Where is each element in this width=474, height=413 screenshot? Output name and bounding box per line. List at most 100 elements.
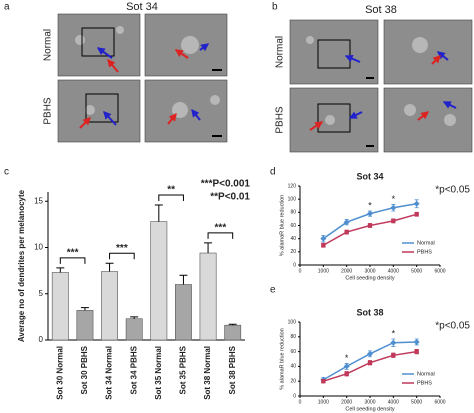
data-point [391,353,396,358]
legend-label: PBHS [417,380,432,386]
significance-label: * [368,200,372,210]
significance-label: *** [116,243,128,254]
data-point [343,363,350,370]
data-point [367,350,373,357]
data-point [321,243,326,248]
significance-label: * [392,194,396,204]
row-label: Normal [275,36,286,68]
x-tick-label: Sot 30 Normal [55,346,64,400]
y-tick-label: 5 [39,289,44,298]
legend-label: Normal [417,371,435,377]
x-tick-label: 4000 [388,399,399,405]
data-point [367,360,373,365]
y-tick-label: 40 [290,236,296,242]
y-tick-label: 100 [288,319,297,325]
row-label: PBHS [43,97,54,125]
series-line [322,213,417,246]
y-tick-label: 40 [290,364,296,370]
row-label: PBHS [275,106,286,134]
bar [125,318,143,341]
annotation: *p<0.05 [435,185,470,196]
error-bar [179,274,188,285]
y-axis-label: Average no of dendrites per melanocyte [17,189,26,342]
bar [51,272,69,341]
significance-label: *** [67,247,79,258]
x-tick-label: 1000 [318,268,329,274]
chart-title: Sot 38 [356,307,383,317]
micrographs-b [289,19,473,153]
y-tick-label: 0 [39,335,44,344]
x-tick-label: Sot 35 PBHS [179,345,188,394]
x-tick-label: 5000 [411,268,422,274]
x-tick-label: 2000 [341,399,352,405]
error-bar [154,204,163,222]
x-tick-label: Sot 38 Normal [203,346,212,400]
error-bar [105,262,114,272]
y-tick-label: 60 [290,223,296,229]
bar [101,271,118,341]
bar [76,310,94,341]
chart-title: Sot 34 [356,171,383,181]
bar [175,284,192,341]
y-tick-label: 0 [293,262,296,268]
panel-title: Sot 38 [365,4,397,16]
y-axis-label: % alamaR blue reduction [279,195,285,256]
significance-label: * [392,328,396,338]
significance-bracket [109,252,135,260]
data-point [414,212,419,217]
significance-label: *** [215,223,227,234]
data-point [367,210,373,217]
significance-bracket [158,194,184,201]
y-axis-label: % alamaR blue reduction [279,328,285,389]
data-point [320,235,327,242]
error-bar [228,323,237,326]
significance-label: ** [167,185,175,196]
significance-bracket [59,257,86,264]
row-label: Normal [43,29,54,61]
annotation: ***P<0.001 [201,179,251,190]
data-point [390,339,397,346]
data-point [344,371,349,376]
x-tick-label: 4000 [388,268,399,274]
x-tick-label: 0 [299,399,302,405]
data-point [367,223,373,228]
annotation: *p<0.05 [435,321,470,332]
panel-label: c [4,167,9,178]
panel-label: a [4,2,10,13]
x-tick-label: Sot 34 PBHS [129,345,138,394]
significance-label: * [345,353,349,363]
data-point [413,338,420,345]
error-bar [80,307,89,311]
data-point [414,349,419,354]
y-tick-label: 20 [290,249,296,255]
data-point [390,204,397,211]
y-tick-label: 100 [288,196,297,202]
data-point [391,218,396,224]
x-tick-label: 2000 [341,268,352,274]
legend-label: Normal [417,240,435,246]
y-tick-label: 120 [288,183,297,189]
x-tick-label: 1000 [318,399,329,405]
data-point [413,200,420,207]
x-tick-label: 0 [299,268,302,274]
data-point [321,379,326,384]
y-tick-label: 15 [34,196,43,205]
y-tick-label: 60 [290,349,296,355]
x-tick-label: Sot 38 PBHS [228,345,237,394]
bar [224,324,242,341]
y-tick-label: 10 [34,243,43,252]
y-tick-label: 20 [290,379,296,385]
x-tick-label: Sot 35 Normal [154,346,163,400]
micrographs-a [57,13,228,143]
x-tick-label: 5000 [411,399,422,405]
panel-label: d [270,167,276,178]
panel-label: e [270,285,276,296]
y-tick-label: 80 [290,334,296,340]
data-point [344,229,349,235]
significance-bracket [207,232,234,239]
x-tick-label: Sot 30 PBHS [80,345,89,394]
error-bar [56,267,65,273]
x-axis-label: Cell seeding density [345,275,394,281]
x-tick-label: 6000 [434,268,445,274]
